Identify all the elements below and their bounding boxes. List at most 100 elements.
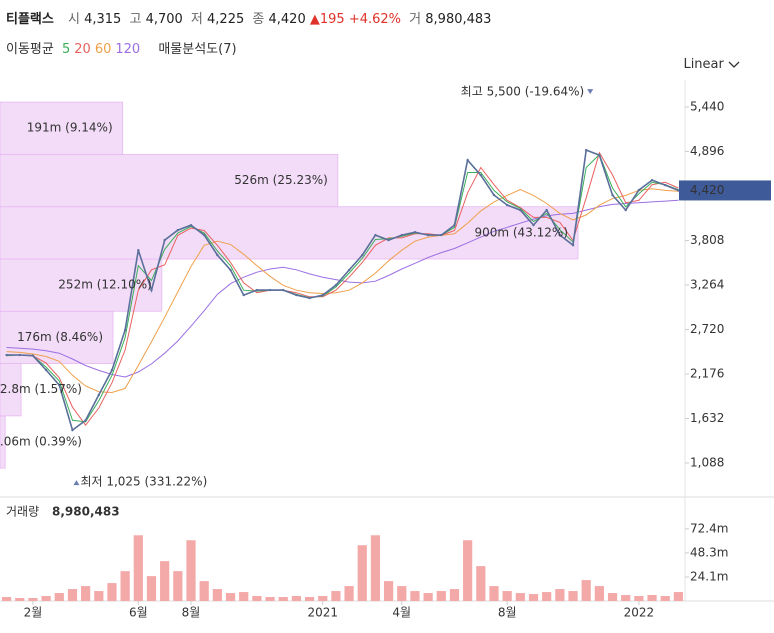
- volume-profile-bar: [0, 363, 22, 417]
- price-point: [466, 158, 469, 162]
- price-point: [295, 293, 298, 297]
- price-point: [361, 253, 364, 257]
- volume-profile-label: 32.8m (1.57%): [0, 382, 82, 396]
- x-tick-label: 2022: [624, 606, 655, 620]
- change-pct: +4.62%: [348, 12, 402, 27]
- high-value: 4,700: [145, 12, 183, 27]
- legend-entry: 5: [61, 42, 71, 57]
- volume-title: 거래량: [6, 505, 39, 519]
- price-point: [492, 193, 496, 197]
- volume-bar: [634, 596, 644, 601]
- price-point: [282, 288, 285, 292]
- volume-bar: [54, 593, 64, 601]
- volume-bar: [660, 596, 670, 601]
- volume-bar: [41, 596, 51, 601]
- price-point: [532, 223, 535, 227]
- volume-bar: [449, 589, 460, 601]
- legend-entry: 60: [94, 42, 112, 57]
- price-point: [571, 243, 575, 247]
- close-value: 4,420: [268, 12, 306, 27]
- volume-profile-bar: [0, 101, 124, 155]
- annotation-arrow: [73, 480, 80, 486]
- volume-bar: [568, 591, 578, 601]
- price-point: [44, 368, 48, 372]
- price-point: [189, 224, 193, 227]
- volume-bar: [160, 561, 170, 601]
- volume-bar: [647, 595, 657, 601]
- y-tick-label: 24.1m: [690, 569, 728, 583]
- annotation: 최저 1,025 (331.22%): [80, 475, 207, 489]
- price-point: [163, 238, 166, 242]
- volume-value: 8,980,483: [425, 12, 492, 27]
- last-price-box: [679, 180, 771, 201]
- price-point: [321, 293, 324, 297]
- volume-bar: [370, 535, 381, 601]
- volume-bar: [239, 592, 249, 601]
- volume-profile-bar: [0, 153, 339, 208]
- volume-profile-label: 176m (8.46%): [17, 330, 103, 344]
- ma-line: [6, 153, 679, 423]
- price-point: [611, 193, 614, 197]
- volume-bar: [67, 589, 78, 601]
- stock-name: 티플랙스: [6, 12, 54, 27]
- price-point: [519, 208, 522, 212]
- price-point: [505, 203, 509, 207]
- profile-title[interactable]: 매물분석도(7): [158, 42, 237, 57]
- volume-bar: [265, 597, 275, 601]
- price-point: [387, 238, 390, 242]
- price-point: [347, 268, 351, 272]
- price-point: [202, 233, 206, 237]
- ma-line: [6, 199, 679, 378]
- indicator-row: 이동평균 5 20 60 120 매물분석도(7): [6, 38, 241, 57]
- volume-bar: [581, 580, 591, 601]
- volume-bar: [1, 597, 12, 601]
- price-point: [123, 328, 127, 332]
- ma-title[interactable]: 이동평균: [6, 42, 54, 57]
- y-tick-label: 4,896: [690, 144, 724, 158]
- volume-profile-label: 900m (43.12%): [474, 225, 568, 239]
- x-tick-label: 8월: [182, 606, 201, 620]
- price-point: [150, 289, 153, 292]
- price-point: [216, 253, 219, 257]
- scale-select[interactable]: Linear: [683, 57, 740, 72]
- price-point: [637, 188, 641, 192]
- price-point: [97, 393, 100, 397]
- volume-bar: [212, 589, 222, 601]
- volume-bar: [81, 586, 91, 601]
- volume-bar: [173, 571, 183, 601]
- price-point: [650, 178, 654, 182]
- volume-bar: [463, 540, 473, 601]
- annotation: 최고 5,500 (-19.64%): [461, 85, 585, 99]
- volume-profile-label: 526m (25.23%): [234, 173, 328, 187]
- price-point: [58, 383, 61, 387]
- price-point: [585, 148, 588, 152]
- volume-bar: [528, 594, 539, 601]
- price-point: [664, 183, 667, 187]
- low-value: 4,225: [207, 12, 245, 27]
- low-label: 저: [190, 12, 203, 27]
- y-tick-label: 2,720: [690, 322, 724, 336]
- y-tick-label: 3,808: [690, 233, 724, 247]
- price-point: [308, 296, 311, 300]
- price-point: [18, 353, 21, 357]
- volume-bar: [120, 571, 130, 601]
- chevron: [728, 61, 740, 68]
- volume-bar: [133, 535, 143, 601]
- change: ▲195: [309, 12, 345, 27]
- volume-bar: [199, 581, 209, 601]
- price-point: [479, 173, 483, 177]
- price-point: [71, 428, 74, 432]
- price-point: [176, 228, 180, 232]
- price-point: [426, 233, 430, 237]
- legend-entry: 20: [74, 42, 91, 57]
- volume-bar: [489, 586, 499, 601]
- price-point: [624, 208, 627, 212]
- annotation-arrow: [587, 89, 594, 95]
- price-point: [110, 368, 114, 372]
- y-tick-label: 5,440: [690, 100, 724, 114]
- volume-bar: [673, 592, 684, 601]
- price-point: [31, 354, 35, 357]
- y-tick-label: 2,176: [690, 367, 724, 381]
- volume-label: 거: [409, 12, 422, 27]
